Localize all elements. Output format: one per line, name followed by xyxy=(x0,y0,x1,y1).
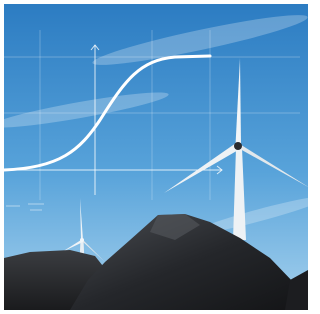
scene xyxy=(0,0,312,314)
page xyxy=(0,0,312,314)
